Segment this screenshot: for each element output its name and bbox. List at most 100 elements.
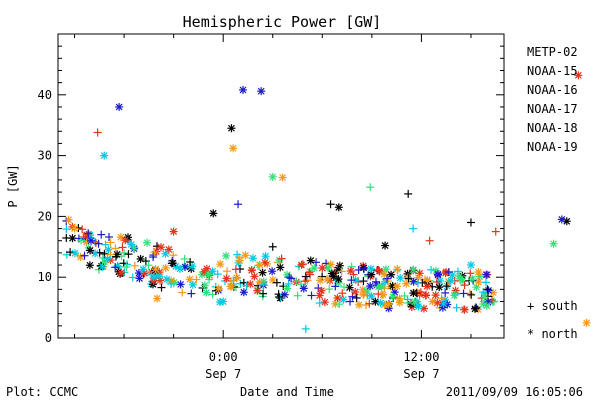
data-point <box>287 274 296 283</box>
data-point <box>258 268 267 277</box>
data-point <box>428 297 437 306</box>
data-point <box>175 264 184 273</box>
data-point <box>153 294 162 303</box>
data-point <box>301 324 310 333</box>
data-point <box>307 291 316 300</box>
data-point <box>352 293 361 302</box>
data-point <box>297 260 306 269</box>
data-point <box>157 283 166 292</box>
data-point <box>229 144 238 153</box>
data-point <box>396 273 405 282</box>
data-point <box>275 292 284 301</box>
data-point <box>422 291 431 300</box>
data-point <box>351 287 360 296</box>
data-point <box>261 252 270 261</box>
data-point <box>374 290 383 299</box>
data-point <box>216 260 225 269</box>
data-point <box>95 248 104 257</box>
data-point <box>297 280 306 289</box>
data-point <box>122 263 131 272</box>
data-point <box>103 254 112 263</box>
legend-series-name: NOAA-16 <box>527 83 578 97</box>
data-point <box>346 267 355 276</box>
data-point <box>326 260 335 269</box>
data-point <box>272 278 281 287</box>
data-point <box>383 274 392 283</box>
data-point <box>366 183 375 192</box>
data-point <box>315 299 324 308</box>
data-point <box>334 265 343 274</box>
data-point <box>232 273 241 282</box>
data-point <box>248 254 257 263</box>
data-point <box>188 262 197 271</box>
data-point <box>278 173 287 182</box>
data-point <box>156 243 165 252</box>
data-point <box>62 225 71 234</box>
data-point <box>301 277 310 286</box>
data-point <box>293 291 302 300</box>
data-point <box>128 273 137 282</box>
data-point <box>439 299 448 308</box>
data-point <box>367 264 376 273</box>
data-point <box>480 293 489 302</box>
data-point <box>62 233 71 242</box>
data-point <box>188 280 197 289</box>
data-point <box>384 300 393 309</box>
data-point <box>87 236 96 245</box>
data-point <box>466 261 475 270</box>
data-point <box>276 263 285 272</box>
plot-frame <box>57 33 505 339</box>
data-point <box>557 215 566 224</box>
data-point <box>106 250 115 259</box>
data-point <box>460 305 469 314</box>
data-point <box>474 278 483 287</box>
data-point <box>200 281 209 290</box>
legend-series-name: NOAA-15 <box>527 64 578 78</box>
data-point <box>395 294 404 303</box>
data-point <box>97 230 106 239</box>
data-point <box>351 276 360 285</box>
data-point <box>214 284 223 293</box>
data-point <box>331 282 340 291</box>
data-point <box>144 261 153 270</box>
data-point <box>111 263 120 272</box>
data-point <box>106 238 115 247</box>
data-point <box>326 200 335 209</box>
data-point <box>259 289 268 298</box>
data-point <box>187 289 196 298</box>
data-point <box>441 288 450 297</box>
plot-timestamp: 2011/09/09 16:05:06 <box>446 385 583 399</box>
data-point <box>150 248 159 257</box>
data-point <box>333 294 342 303</box>
data-point <box>239 85 248 94</box>
data-point <box>318 264 327 273</box>
y-axis-label: P [GW] <box>6 164 20 207</box>
data-point <box>94 239 103 248</box>
legend-series-name: NOAA-18 <box>527 121 578 135</box>
data-point <box>582 318 591 327</box>
data-point <box>482 270 491 279</box>
data-point <box>410 297 419 306</box>
data-point <box>317 286 326 295</box>
data-point <box>379 290 388 299</box>
data-point <box>305 268 314 277</box>
data-point <box>306 256 315 265</box>
data-point <box>320 298 329 307</box>
data-point <box>366 282 375 291</box>
data-point <box>409 277 418 286</box>
data-point <box>427 265 436 274</box>
data-point <box>316 276 325 285</box>
data-point <box>116 268 125 277</box>
data-point <box>185 275 194 284</box>
legend-marker-label: + south <box>527 299 578 313</box>
data-point <box>360 264 369 273</box>
data-point <box>255 260 264 269</box>
data-point <box>413 279 422 288</box>
plot-credit: Plot: CCMC <box>6 385 78 399</box>
data-point <box>268 172 277 181</box>
data-point <box>93 128 102 137</box>
data-point <box>82 230 91 239</box>
data-point <box>371 297 380 306</box>
